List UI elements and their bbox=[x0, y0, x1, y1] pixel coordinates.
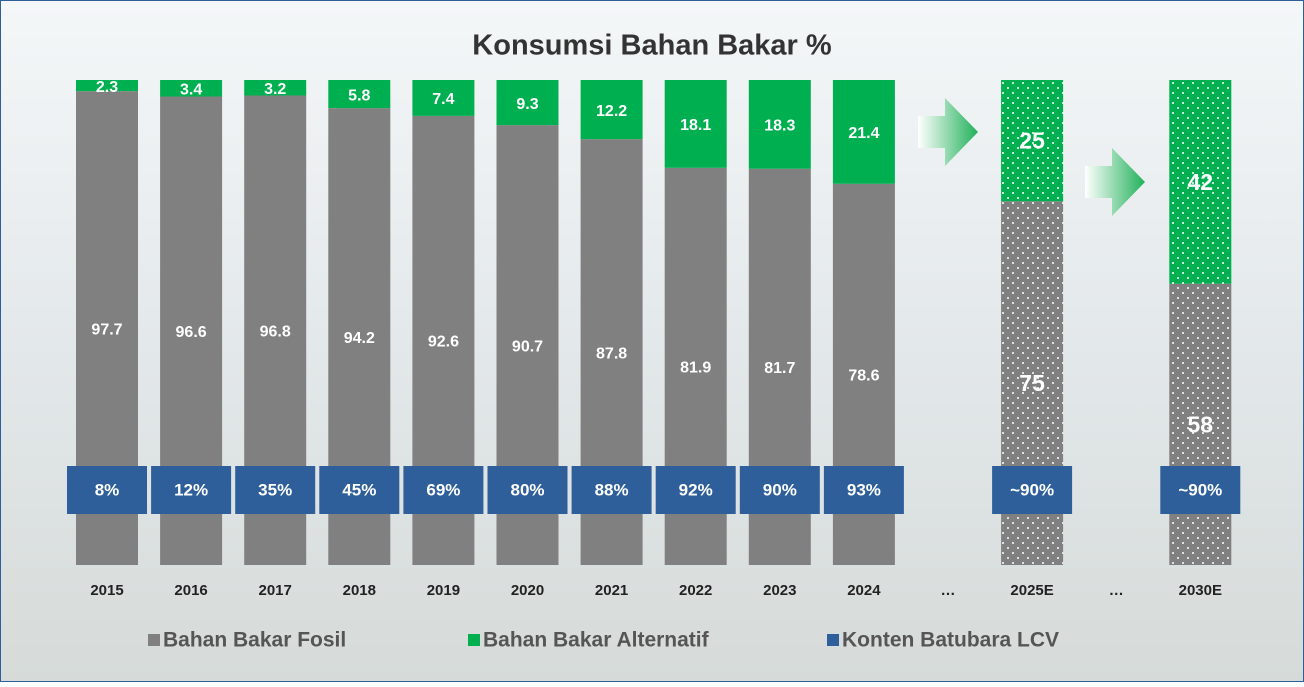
lcv-box bbox=[739, 466, 820, 514]
x-tick-label: 2017 bbox=[259, 582, 292, 599]
data-label: 12.2 bbox=[596, 103, 627, 120]
data-label: 35% bbox=[258, 480, 292, 499]
data-label: 81.9 bbox=[680, 360, 711, 377]
bar-segment bbox=[1169, 283, 1232, 565]
data-label: 5.8 bbox=[348, 87, 370, 104]
lcv-box bbox=[571, 466, 652, 514]
data-label: 9.3 bbox=[516, 96, 538, 113]
bar-segment bbox=[1001, 80, 1064, 202]
data-label: 3.4 bbox=[180, 81, 202, 98]
bar-segment bbox=[412, 80, 475, 116]
data-label: 96.8 bbox=[260, 323, 291, 340]
legend-label: Konten Batubara LCV bbox=[842, 629, 1059, 652]
data-label: 25 bbox=[1019, 128, 1045, 154]
chart-title: Konsumsi Bahan Bakar % bbox=[472, 30, 832, 62]
x-tick-label: 2021 bbox=[595, 582, 628, 599]
data-label: 42 bbox=[1188, 169, 1214, 195]
legend-swatch bbox=[468, 634, 480, 646]
lcv-box bbox=[655, 466, 736, 514]
data-label: 93% bbox=[847, 480, 881, 499]
bar-segment bbox=[832, 80, 895, 184]
lcv-box bbox=[403, 466, 484, 514]
bar-segment bbox=[664, 80, 727, 168]
legend-swatch bbox=[148, 634, 160, 646]
lcv-box bbox=[823, 466, 904, 514]
x-tick-label: … bbox=[941, 582, 956, 599]
x-tick-label: 2018 bbox=[343, 582, 376, 599]
lcv-box bbox=[319, 466, 400, 514]
bar-segment bbox=[748, 80, 811, 169]
lcv-box bbox=[992, 466, 1073, 514]
x-tick-label: 2019 bbox=[427, 582, 460, 599]
x-tick-label: 2020 bbox=[511, 582, 544, 599]
x-tick-label: 2022 bbox=[679, 582, 712, 599]
data-label: 2.3 bbox=[96, 79, 118, 96]
data-label: 92.6 bbox=[428, 334, 459, 351]
x-tick-label: 2016 bbox=[174, 582, 207, 599]
data-label: 8% bbox=[95, 480, 120, 499]
x-tick-label: 2023 bbox=[763, 582, 796, 599]
x-tick-label: 2030E bbox=[1179, 582, 1222, 599]
legend-label: Bahan Bakar Alternatif bbox=[483, 629, 710, 652]
bar-segment bbox=[160, 80, 223, 97]
data-label: 3.2 bbox=[264, 81, 286, 98]
x-tick-label: 2015 bbox=[90, 582, 123, 599]
data-label: 18.1 bbox=[680, 117, 711, 134]
data-label: 87.8 bbox=[596, 345, 627, 362]
bar-segment bbox=[244, 80, 307, 96]
lcv-box bbox=[235, 466, 316, 514]
legend-label: Bahan Bakar Fosil bbox=[163, 629, 346, 652]
data-label: 69% bbox=[426, 480, 460, 499]
data-label: 90% bbox=[763, 480, 797, 499]
data-label: 45% bbox=[342, 480, 376, 499]
legend-swatch bbox=[827, 634, 839, 646]
bar-segment bbox=[1169, 80, 1232, 284]
data-label: 18.3 bbox=[764, 118, 795, 135]
data-label: ~90% bbox=[1178, 480, 1222, 499]
x-tick-label: 2025E bbox=[1010, 582, 1053, 599]
data-label: 75 bbox=[1019, 370, 1045, 396]
x-tick-label: 2024 bbox=[847, 582, 881, 599]
arrow bbox=[918, 98, 1145, 216]
data-label: 90.7 bbox=[512, 338, 543, 355]
bar-segment bbox=[76, 80, 138, 92]
data-label: 96.6 bbox=[176, 324, 207, 341]
data-label: 80% bbox=[510, 480, 544, 499]
lcv-box bbox=[1160, 466, 1241, 514]
data-label: 94.2 bbox=[344, 330, 375, 347]
data-label: 92% bbox=[679, 480, 713, 499]
x-tick-label: … bbox=[1109, 582, 1124, 599]
bar-segment bbox=[328, 80, 391, 109]
data-label: 81.7 bbox=[764, 360, 795, 377]
data-label: 7.4 bbox=[432, 91, 454, 108]
bar-segment bbox=[496, 80, 559, 126]
lcv-box bbox=[67, 466, 147, 514]
data-label: 88% bbox=[595, 480, 629, 499]
bar-segment bbox=[580, 80, 643, 140]
data-label: 12% bbox=[174, 480, 208, 499]
data-label: ~90% bbox=[1010, 480, 1054, 499]
lcv-box bbox=[487, 466, 568, 514]
data-label: 78.6 bbox=[848, 368, 879, 385]
data-label: 58 bbox=[1188, 411, 1214, 437]
data-label: 97.7 bbox=[91, 321, 122, 338]
lcv-box bbox=[151, 466, 232, 514]
data-label: 21.4 bbox=[848, 125, 879, 142]
